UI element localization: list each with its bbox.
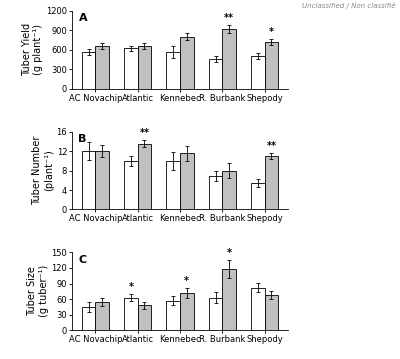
- Bar: [251, 183, 265, 210]
- Y-axis label: Tuber Size
(g tuber⁻¹): Tuber Size (g tuber⁻¹): [27, 265, 49, 317]
- Bar: [95, 302, 109, 330]
- Bar: [124, 161, 138, 210]
- Text: *: *: [226, 248, 232, 258]
- Bar: [95, 151, 109, 210]
- Text: Unclassified / Non classifié: Unclassified / Non classifié: [302, 2, 396, 9]
- Bar: [251, 288, 265, 330]
- Bar: [166, 52, 180, 89]
- Bar: [180, 154, 194, 210]
- Text: B: B: [78, 134, 87, 144]
- Text: A: A: [78, 13, 87, 23]
- Bar: [222, 269, 236, 330]
- Bar: [82, 151, 95, 210]
- Text: *: *: [184, 276, 189, 286]
- Bar: [166, 161, 180, 210]
- Bar: [166, 301, 180, 330]
- Bar: [124, 48, 138, 89]
- Bar: [265, 42, 278, 89]
- Bar: [138, 144, 151, 210]
- Bar: [82, 307, 95, 330]
- Y-axis label: Tuber Number
(plant⁻¹): Tuber Number (plant⁻¹): [32, 136, 54, 205]
- Text: **: **: [266, 141, 276, 150]
- Bar: [265, 156, 278, 210]
- Bar: [138, 306, 151, 330]
- Bar: [138, 46, 151, 89]
- Text: *: *: [128, 282, 134, 292]
- Bar: [222, 29, 236, 89]
- Bar: [251, 56, 265, 89]
- Bar: [82, 52, 95, 89]
- Bar: [124, 298, 138, 330]
- Y-axis label: Tuber Yield
(g plant⁻¹): Tuber Yield (g plant⁻¹): [22, 23, 43, 76]
- Bar: [209, 298, 222, 330]
- Bar: [209, 176, 222, 210]
- Bar: [95, 46, 109, 89]
- Bar: [180, 293, 194, 330]
- Bar: [265, 295, 278, 330]
- Bar: [180, 37, 194, 89]
- Text: **: **: [140, 129, 150, 138]
- Bar: [209, 59, 222, 89]
- Text: *: *: [269, 27, 274, 37]
- Text: C: C: [78, 255, 87, 265]
- Text: **: **: [224, 13, 234, 23]
- Bar: [222, 171, 236, 210]
